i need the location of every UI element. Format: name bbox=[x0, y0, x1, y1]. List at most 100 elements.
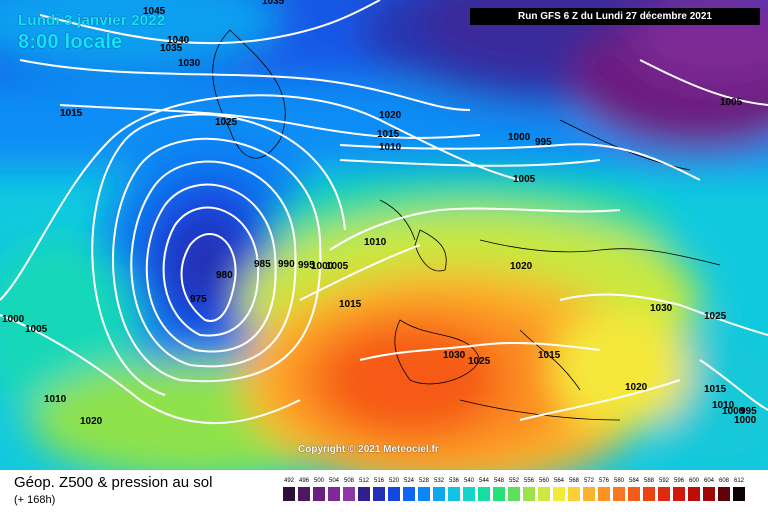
legend-swatch bbox=[643, 487, 655, 501]
isobar-label: 1045 bbox=[143, 6, 166, 17]
weather-map: 1045 1040 1035 1030 1035 1015 1025 1020 … bbox=[0, 0, 768, 470]
legend-swatch bbox=[523, 487, 535, 501]
isobar-label: 1010 bbox=[379, 142, 402, 153]
isobar-label: 1035 bbox=[262, 0, 285, 7]
legend-label: 560 bbox=[538, 478, 549, 484]
legend-swatch bbox=[658, 487, 670, 501]
map-footer: Géop. Z500 & pression au sol (+ 168h) 49… bbox=[0, 470, 768, 512]
legend-swatch bbox=[673, 487, 685, 501]
parameter-title: Géop. Z500 & pression au sol bbox=[14, 474, 213, 491]
legend-swatch bbox=[478, 487, 490, 501]
isobar-label: 1000 bbox=[734, 415, 757, 426]
isobar-label: 1015 bbox=[60, 108, 83, 119]
legend-swatch bbox=[688, 487, 700, 501]
legend-swatch bbox=[283, 487, 295, 501]
legend-label: 596 bbox=[673, 478, 684, 484]
legend-label: 540 bbox=[463, 478, 474, 484]
isobar-label: 1020 bbox=[510, 261, 533, 272]
legend-label: 536 bbox=[448, 478, 459, 484]
legend-swatch bbox=[703, 487, 715, 501]
isobar-label: 1010 bbox=[712, 400, 735, 411]
legend-label: 504 bbox=[328, 478, 339, 484]
legend-label: 584 bbox=[628, 478, 639, 484]
legend-label: 592 bbox=[658, 478, 669, 484]
geopotential-field: 1045 1040 1035 1030 1035 1015 1025 1020 … bbox=[0, 0, 768, 470]
legend-swatch bbox=[358, 487, 370, 501]
isobar-label: 975 bbox=[190, 294, 207, 305]
legend-label: 588 bbox=[643, 478, 654, 484]
legend-swatch bbox=[418, 487, 430, 501]
isobar-label: 1000 bbox=[508, 132, 531, 143]
legend-swatch bbox=[598, 487, 610, 501]
isobar-label: 1015 bbox=[704, 384, 727, 395]
legend-label: 608 bbox=[718, 478, 729, 484]
legend-label: 524 bbox=[403, 478, 414, 484]
isobar-label: 1030 bbox=[178, 58, 201, 69]
isobar-label: 1000 bbox=[722, 406, 745, 417]
isobar-label: 1015 bbox=[377, 129, 400, 140]
legend-swatch bbox=[433, 487, 445, 501]
legend-label: 528 bbox=[418, 478, 429, 484]
isobar-label: 995 bbox=[740, 406, 757, 417]
isobar-label: 1025 bbox=[704, 311, 727, 322]
color-scale-legend: 492 496 500 504 508 512 516 520 524 528 532 536 540 5… bbox=[283, 477, 751, 507]
legend-swatch bbox=[328, 487, 340, 501]
isobar-label: 990 bbox=[278, 259, 295, 270]
legend-label: 568 bbox=[568, 478, 579, 484]
legend-label: 612 bbox=[733, 478, 744, 484]
legend-swatch bbox=[298, 487, 310, 501]
isobar-label: 1020 bbox=[625, 382, 648, 393]
isobar-labels: 1045 1040 1035 1030 1035 1015 1025 1020 … bbox=[2, 0, 757, 427]
legend-swatch bbox=[508, 487, 520, 501]
legend-swatch bbox=[718, 487, 730, 501]
isobar-label: 1030 bbox=[443, 350, 466, 361]
legend-swatch bbox=[733, 487, 745, 501]
legend-swatch bbox=[493, 487, 505, 501]
forecast-hours: (+ 168h) bbox=[14, 494, 56, 506]
copyright-notice: Copyright © 2021 Meteociel.fr bbox=[298, 444, 439, 455]
legend-swatch bbox=[463, 487, 475, 501]
legend-label: 572 bbox=[583, 478, 594, 484]
legend-label: 552 bbox=[508, 478, 519, 484]
legend-label: 564 bbox=[553, 478, 564, 484]
isobar-label: 1025 bbox=[215, 117, 238, 128]
legend-swatch bbox=[313, 487, 325, 501]
isobar-label: 1000 bbox=[311, 261, 334, 272]
legend-label: 600 bbox=[688, 478, 699, 484]
legend-swatch bbox=[448, 487, 460, 501]
isobar-label: 1040 bbox=[167, 35, 190, 46]
run-info-banner: Run GFS 6 Z du Lundi 27 décembre 2021 bbox=[470, 8, 760, 25]
legend-label: 492 bbox=[283, 478, 294, 484]
coastlines bbox=[212, 29, 721, 421]
isobar-label: 985 bbox=[254, 259, 271, 270]
isobar-label: 1015 bbox=[339, 299, 362, 310]
legend-label: 604 bbox=[703, 478, 714, 484]
isobar-label: 1005 bbox=[326, 261, 349, 272]
legend-label: 532 bbox=[433, 478, 444, 484]
legend-label: 548 bbox=[493, 478, 504, 484]
isobar-label: 1000 bbox=[2, 314, 25, 325]
isobar-label: 1020 bbox=[379, 110, 402, 121]
legend-label: 580 bbox=[613, 478, 624, 484]
legend-label: 556 bbox=[523, 478, 534, 484]
legend-swatch bbox=[343, 487, 355, 501]
isobar-label: 995 bbox=[298, 260, 315, 271]
legend-label: 544 bbox=[478, 478, 489, 484]
forecast-date: Lundi 3 janvier 2022 bbox=[18, 12, 166, 29]
legend-label: 512 bbox=[358, 478, 369, 484]
legend-swatch bbox=[538, 487, 550, 501]
legend-swatch bbox=[388, 487, 400, 501]
legend-swatch bbox=[373, 487, 385, 501]
isobar-label: 1010 bbox=[364, 237, 387, 248]
isobar-label: 1030 bbox=[650, 303, 673, 314]
legend-label: 496 bbox=[298, 478, 309, 484]
isobar-label: 1005 bbox=[25, 324, 48, 335]
forecast-time: 8:00 locale bbox=[18, 31, 123, 53]
legend-swatch bbox=[628, 487, 640, 501]
isobar-label: 980 bbox=[216, 270, 233, 281]
legend-label: 520 bbox=[388, 478, 399, 484]
isobar-label: 1025 bbox=[468, 356, 491, 367]
isobar-label: 1005 bbox=[720, 97, 743, 108]
legend-label: 516 bbox=[373, 478, 384, 484]
legend-label: 500 bbox=[313, 478, 324, 484]
